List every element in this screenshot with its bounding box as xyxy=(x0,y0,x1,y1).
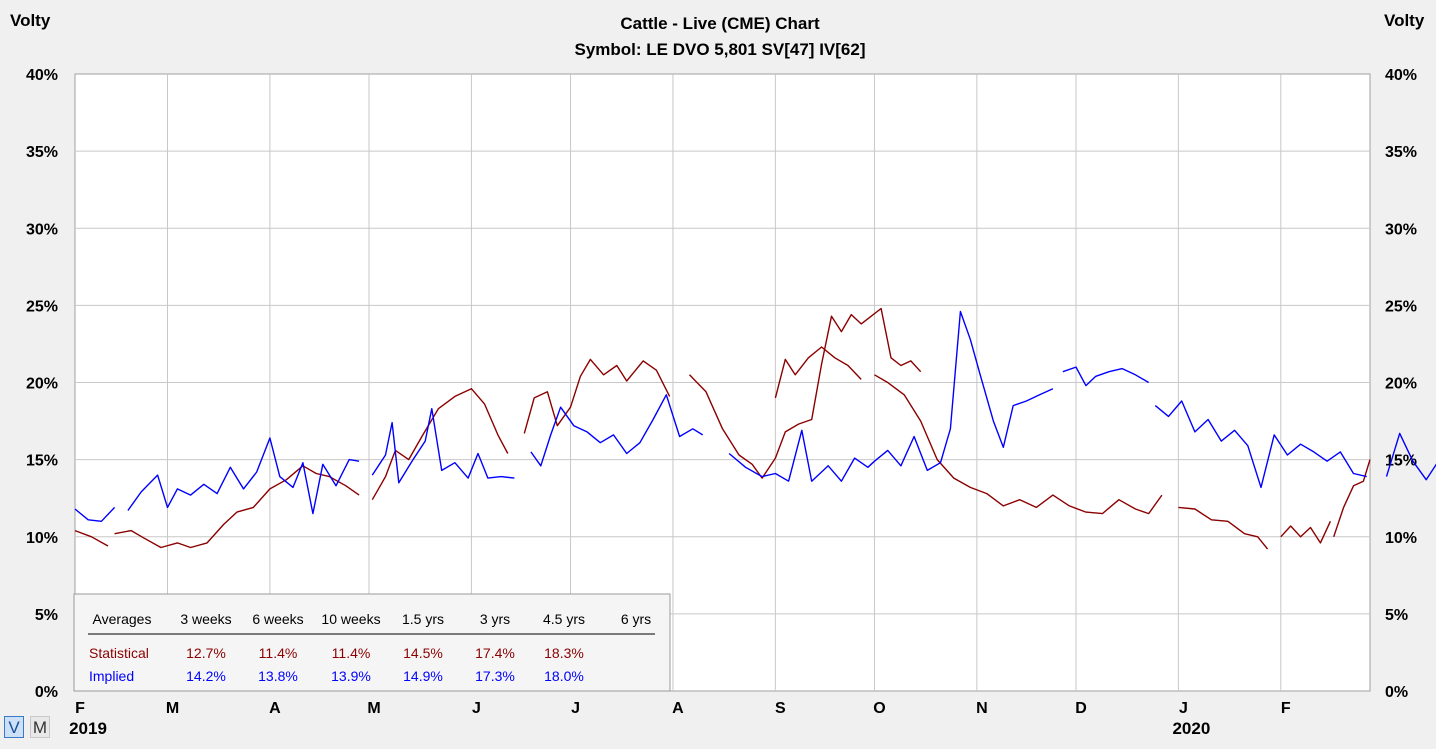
averages-header-cell: Averages xyxy=(93,611,152,627)
x-year-label: 2019 xyxy=(69,719,107,738)
series-line-implied xyxy=(530,394,704,467)
y-tick-label-left: 35% xyxy=(26,144,58,161)
y-axis-right: 0%5%10%15%20%25%30%35%40% xyxy=(1385,67,1417,701)
y-tick-label-right: 0% xyxy=(1385,684,1408,701)
m-view-toggle[interactable]: M xyxy=(30,716,50,738)
series-line-implied xyxy=(1154,400,1367,489)
series-implied xyxy=(74,310,1436,522)
y-axis-label-left: Volty xyxy=(10,11,51,30)
x-tick-label: J xyxy=(571,700,580,717)
averages-value-cell: 18.0% xyxy=(544,668,584,684)
averages-row-label: Statistical xyxy=(89,645,149,661)
series-line-implied xyxy=(74,506,116,522)
grid-lines xyxy=(75,74,1370,691)
averages-value-cell: 11.4% xyxy=(332,645,371,661)
series-line-statistical xyxy=(371,388,509,501)
x-tick-label: S xyxy=(775,700,786,717)
series-line-statistical xyxy=(1333,459,1371,538)
y-tick-label-left: 30% xyxy=(26,221,58,238)
x-tick-label: A xyxy=(269,700,281,717)
averages-row-label: Implied xyxy=(89,668,134,684)
series-lines xyxy=(74,307,1436,550)
y-tick-label-left: 25% xyxy=(26,298,58,315)
x-tick-label: J xyxy=(1179,700,1188,717)
y-tick-label-right: 20% xyxy=(1385,376,1417,393)
chart-title: Cattle - Live (CME) Chart xyxy=(620,14,820,33)
x-axis: F M A M J J A S O N D J F 2019 2020 xyxy=(69,700,1291,738)
series-line-statistical xyxy=(74,529,109,547)
averages-header-cell: 10 weeks xyxy=(321,611,380,627)
series-line-implied xyxy=(371,408,515,484)
averages-header-cell: 1.5 yrs xyxy=(402,611,444,627)
volatility-view-toggle[interactable]: V xyxy=(4,716,24,738)
y-axis-label-right: Volty xyxy=(1384,11,1425,30)
chart-subtitle: Symbol: LE DVO 5,801 SV[47] IV[62] xyxy=(575,40,866,59)
series-line-statistical xyxy=(1178,506,1269,550)
averages-table-box xyxy=(73,593,671,692)
x-tick-label: O xyxy=(873,700,885,717)
y-tick-label-right: 5% xyxy=(1385,607,1408,624)
y-tick-label-left: 10% xyxy=(26,530,58,547)
series-line-statistical xyxy=(874,374,1163,515)
averages-value-cell: 12.7% xyxy=(186,645,226,661)
y-tick-label-left: 40% xyxy=(26,67,58,84)
averages-value-cell: 14.5% xyxy=(403,645,443,661)
averages-value-cell: 11.4% xyxy=(259,645,298,661)
y-tick-label-right: 10% xyxy=(1385,530,1417,547)
series-line-implied xyxy=(127,437,360,515)
series-line-implied xyxy=(1385,432,1436,481)
averages-header-cell: 3 weeks xyxy=(180,611,231,627)
x-tick-label: D xyxy=(1075,700,1087,717)
y-tick-label-left: 5% xyxy=(35,607,58,624)
y-tick-label-left: 15% xyxy=(26,453,58,470)
y-tick-label-left: 20% xyxy=(26,376,58,393)
averages-table: Averages 3 weeks 6 weeks 10 weeks 1.5 yrs 3 y… xyxy=(73,593,671,692)
series-line-implied xyxy=(1062,366,1150,387)
averages-value-cell: 14.9% xyxy=(403,668,443,684)
averages-value-cell: 13.8% xyxy=(258,668,298,684)
averages-header-cell: 4.5 yrs xyxy=(543,611,585,627)
averages-value-cell: 18.3% xyxy=(544,645,584,661)
y-tick-label-right: 35% xyxy=(1385,144,1417,161)
series-line-statistical xyxy=(688,307,922,479)
y-axis-left: 0% 5% 10% 15% 20% 25% 30% 35% 40% xyxy=(26,67,58,701)
x-tick-label: M xyxy=(166,700,179,717)
series-line-statistical xyxy=(1280,521,1332,544)
x-tick-label: A xyxy=(672,700,684,717)
x-tick-label: F xyxy=(75,700,85,717)
y-tick-label-left: 0% xyxy=(35,684,58,701)
series-line-implied xyxy=(728,310,1054,482)
y-tick-label-right: 40% xyxy=(1385,67,1417,84)
series-line-statistical xyxy=(774,346,862,399)
averages-value-cell: 13.9% xyxy=(331,668,371,684)
averages-header-cell: 6 weeks xyxy=(252,611,303,627)
averages-header-cell: 3 yrs xyxy=(480,611,510,627)
y-tick-label-right: 25% xyxy=(1385,298,1417,315)
averages-header-cell: 6 yrs xyxy=(621,611,651,627)
series-line-statistical xyxy=(523,358,671,434)
averages-value-cell: 17.3% xyxy=(475,668,515,684)
averages-value-cell: 14.2% xyxy=(186,668,226,684)
x-tick-label: F xyxy=(1281,700,1291,717)
y-tick-label-right: 30% xyxy=(1385,221,1417,238)
x-tick-label: N xyxy=(976,700,988,717)
averages-value-cell: 17.4% xyxy=(475,645,515,661)
x-tick-label: M xyxy=(367,700,380,717)
x-tick-label: J xyxy=(472,700,481,717)
x-year-label: 2020 xyxy=(1172,719,1210,738)
